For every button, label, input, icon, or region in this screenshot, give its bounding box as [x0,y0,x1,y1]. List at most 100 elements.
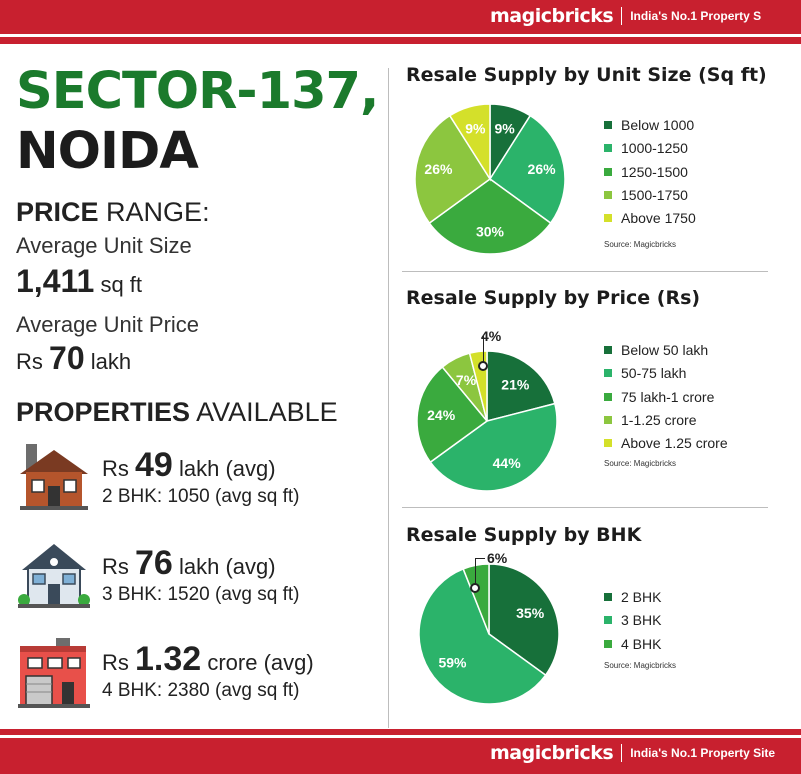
legend-label: 1500-1750 [621,186,688,203]
legend-label: 3 BHK [621,612,662,629]
avg-size-value: 1,411 sq ft [16,263,143,299]
pie-callout-line [483,336,484,364]
chart-source: Source: Magicbricks [604,661,677,670]
brand-tagline: India's No.1 Property S [630,9,762,23]
property-price: Rs 49 lakh (avg) [102,446,276,484]
properties-heading: PROPERTIES AVAILABLE [16,397,338,427]
pie-callout-line [475,558,476,586]
property-detail: 3 BHK: 1520 (avg sq ft) [102,584,300,605]
property-item-2bhk: Rs 49 lakh (avg) 2 BHK: 1050 (avg sq ft) [16,442,376,522]
legend-swatch [604,346,612,354]
brand-footer: magicbricks India's No.1 Property Site [490,742,775,764]
pie-data-label: 26% [424,161,453,177]
brand-logo: magicbricks [490,742,614,764]
pie-slice-below-50-lakh [486,350,556,422]
legend-label: Below 1000 [621,117,695,133]
pie-slice-1500-1750 [414,114,492,225]
red-building-icon [18,638,90,708]
pie-data-label: 59% [438,654,467,670]
property-price: Rs 76 lakh (avg) [102,544,276,582]
avg-size-label: Average Unit Size [16,233,192,258]
legend-item: 1500-1750 [604,187,688,203]
pie-slice-1250-1500 [428,178,552,255]
pie-data-label: 24% [427,407,456,423]
legend-item: Below 50 lakh [604,342,708,358]
brand-header: magicbricks India's No.1 Property S [490,5,761,27]
legend-swatch [604,439,612,448]
legend-swatch [604,121,612,129]
locality-line2: NOIDA [16,122,199,181]
legend-label: 50-75 lakh [621,365,687,382]
pie-slice-1000-1250 [488,114,566,225]
brand-tagline: India's No.1 Property Site [630,746,776,760]
legend-item: 1000-1250 [604,140,688,156]
blue-house-icon [18,544,90,608]
property-detail: 2 BHK: 1050 (avg sq ft) [102,486,300,507]
legend-label: 75 lakh-1 crore [621,388,715,405]
chart-title-price: Resale Supply by Price (Rs) [406,287,701,309]
legend-label: Below 50 lakh [621,342,709,358]
legend-swatch [604,144,612,153]
legend-item: 50-75 lakh [604,365,686,381]
pie-data-label: 35% [516,605,545,621]
chart-divider [402,271,768,272]
pie-chart-bhk: 35% 59% [418,563,560,705]
pie-data-label: 26% [528,161,557,177]
property-price: Rs 1.32 crore (avg) [102,640,314,678]
pie-data-label: 9% [495,121,516,137]
pie-slice-2-bhk [488,563,560,677]
pie-data-label: 21% [501,376,530,392]
bottom-brand-bar: magicbricks India's No.1 Property Site [0,729,801,774]
legend-label: Above 1750 [621,210,696,227]
legend-label: 2 BHK [621,589,662,605]
legend-item: 1-1.25 crore [604,412,696,428]
legend-swatch [604,392,612,401]
legend-item: 4 BHK [604,636,661,652]
legend-item: 75 lakh-1 crore [604,389,714,405]
legend-item: 2 BHK [604,589,661,605]
chart-divider [402,507,768,508]
chart-source: Source: Magicbricks [604,240,677,249]
avg-price-value: Rs 70 lakh [16,340,132,376]
chart-source: Source: Magicbricks [604,459,677,468]
legend-item: 1250-1500 [604,164,688,180]
locality-title: SECTOR-137, NOIDA [16,62,379,182]
pie-data-label: 7% [456,372,477,388]
pie-slice-50-75-lakh [429,402,558,492]
chart-title-unit-size: Resale Supply by Unit Size (Sq ft) [406,64,767,86]
pie-callout-label: 4% [481,328,502,344]
pie-slice-75-lakh-1-crore [416,366,489,464]
pie-data-label: 9% [465,121,486,137]
pie-data-label: 44% [493,455,522,471]
pie-callout-line [475,558,485,559]
brown-house-icon [20,444,88,510]
chart-title-bhk: Resale Supply by BHK [406,524,642,546]
pie-callout-dot [478,361,488,371]
property-item-4bhk: Rs 1.32 crore (avg) 4 BHK: 2380 (avg sq … [16,636,376,716]
legend-label: 4 BHK [621,635,662,652]
legend-swatch [604,639,612,648]
legend-swatch [604,167,612,176]
legend-item: Above 1750 [604,210,696,226]
pie-slice-3-bhk [418,567,547,705]
legend-item: 3 BHK [604,612,661,628]
property-detail: 4 BHK: 2380 (avg sq ft) [102,680,300,701]
legend-label: 1250-1500 [621,163,688,180]
top-brand-bar: magicbricks India's No.1 Property S [0,0,801,44]
pie-slice-above-1750 [448,103,491,182]
avg-price-label: Average Unit Price [16,312,200,337]
legend-swatch [604,214,612,223]
pie-data-label: 30% [476,224,505,240]
legend-swatch [604,593,612,601]
pie-chart-unit-size: 9% 26% 30% 26% 9% [414,103,566,255]
legend-label: Above 1.25 crore [621,435,728,452]
pie-callout-label: 6% [487,550,508,566]
legend-label: 1-1.25 crore [621,411,697,428]
pie-callout-dot [470,583,480,593]
legend-swatch [604,369,612,378]
pie-chart-price: 21% 44% 24% 7% [416,350,558,492]
column-divider [388,68,389,728]
price-range-heading: PRICE RANGE: [16,197,210,227]
legend-swatch [604,415,612,424]
legend-swatch [604,616,612,625]
